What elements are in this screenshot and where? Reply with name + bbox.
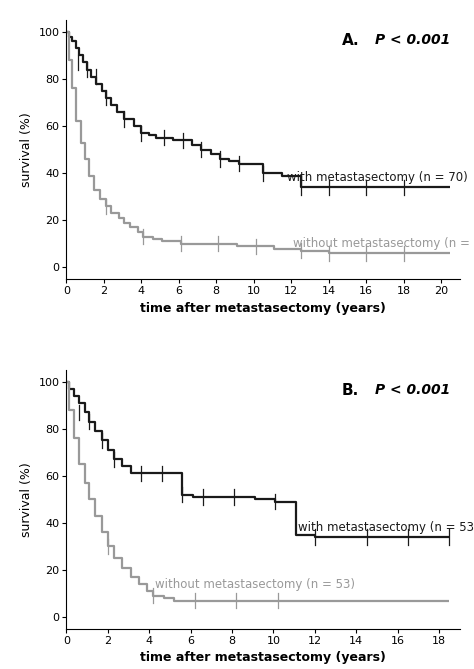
X-axis label: time after metastasectomy (years): time after metastasectomy (years) bbox=[140, 652, 386, 664]
Y-axis label: survival (%): survival (%) bbox=[20, 462, 33, 537]
Text: without metastasectomy (n = 53): without metastasectomy (n = 53) bbox=[155, 577, 356, 591]
Text: without metastasectomy (n = 70): without metastasectomy (n = 70) bbox=[293, 237, 474, 250]
Y-axis label: survival (%): survival (%) bbox=[20, 112, 33, 187]
Text: P < 0.001: P < 0.001 bbox=[375, 383, 450, 397]
Text: with metastasectomy (n = 53): with metastasectomy (n = 53) bbox=[298, 521, 474, 534]
Text: P < 0.001: P < 0.001 bbox=[375, 33, 450, 47]
Text: with metastasectomy (n = 70): with metastasectomy (n = 70) bbox=[287, 171, 468, 185]
Text: B.: B. bbox=[342, 383, 359, 398]
X-axis label: time after metastasectomy (years): time after metastasectomy (years) bbox=[140, 302, 386, 314]
Text: A.: A. bbox=[342, 33, 359, 48]
